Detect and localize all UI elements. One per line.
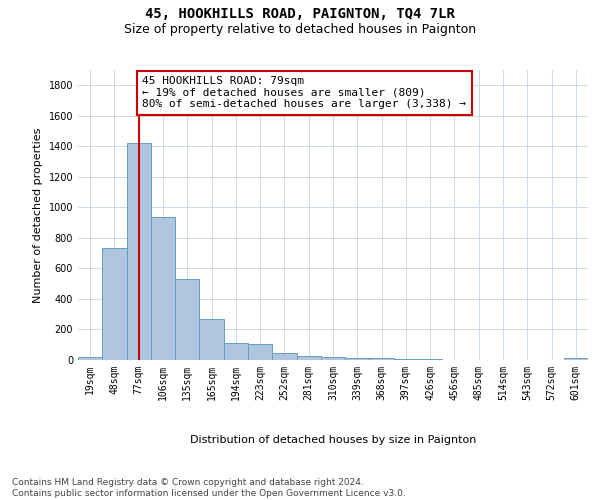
Y-axis label: Number of detached properties: Number of detached properties	[33, 128, 43, 302]
Bar	[272, 352, 296, 360]
Bar	[78, 358, 102, 360]
Bar	[127, 144, 151, 360]
Bar	[102, 248, 127, 360]
Bar	[345, 358, 370, 360]
Bar	[418, 359, 442, 360]
Bar	[370, 358, 394, 360]
Bar	[151, 218, 175, 360]
Text: Distribution of detached houses by size in Paignton: Distribution of detached houses by size …	[190, 435, 476, 445]
Bar	[175, 279, 199, 360]
Bar	[564, 358, 588, 360]
Bar	[199, 319, 224, 360]
Bar	[248, 344, 272, 360]
Bar	[296, 356, 321, 360]
Text: 45, HOOKHILLS ROAD, PAIGNTON, TQ4 7LR: 45, HOOKHILLS ROAD, PAIGNTON, TQ4 7LR	[145, 8, 455, 22]
Text: Size of property relative to detached houses in Paignton: Size of property relative to detached ho…	[124, 22, 476, 36]
Text: 45 HOOKHILLS ROAD: 79sqm
← 19% of detached houses are smaller (809)
80% of semi-: 45 HOOKHILLS ROAD: 79sqm ← 19% of detach…	[142, 76, 466, 110]
Bar	[321, 357, 345, 360]
Bar	[394, 359, 418, 360]
Text: Contains HM Land Registry data © Crown copyright and database right 2024.
Contai: Contains HM Land Registry data © Crown c…	[12, 478, 406, 498]
Bar	[224, 343, 248, 360]
